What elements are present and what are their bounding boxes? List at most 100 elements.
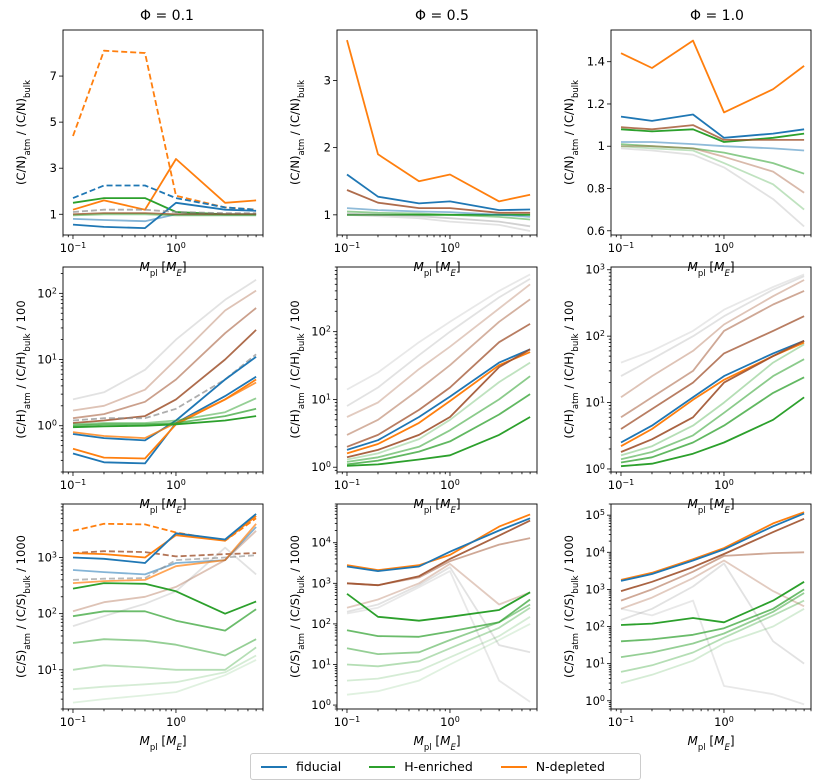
y-tick-label: 3 [50,161,57,175]
panel-1-0: 10−1 100 Mpl [ME] 100 101 102 (C/H)atm / (C/H)… [14,266,264,516]
y-tick-label: 101 [37,352,57,367]
series-line-mixed [620,559,805,610]
y-tick-label: 102 [37,606,57,621]
series-line-n-depleted [620,511,805,581]
series-line-h-enriched [620,376,805,464]
series-line-h-enriched [346,616,531,682]
axes-frame [62,503,264,710]
y-tick-label: 103 [585,582,605,597]
y-axis-label: (C/N)atm / (C/N)bulk [288,80,307,185]
series-line-grey [346,273,531,391]
series-line-mixed [620,551,805,602]
y-axis-label: (C/N)atm / (C/N)bulk [562,80,581,185]
series-line-h-enriched [620,592,805,658]
series-line-mixed [620,517,805,592]
series-line-fiducial [346,348,531,451]
y-tick-label: 103 [311,576,331,591]
y-tick-label: 101 [585,656,605,671]
y-tick-label: 101 [585,395,605,410]
series-line-mixed [72,212,257,216]
series-line-mixed [346,283,531,418]
legend-entry-n-depleted: N-depleted [500,759,605,774]
series-line-h-enriched [346,591,531,622]
series-group [620,511,805,706]
series-line-mixed [346,189,531,214]
y-axis-label: (C/H)atm / (C/H)bulk / 100 [288,300,307,438]
x-tick-label: 100 [714,715,734,730]
series-line-h-enriched [346,623,531,696]
x-tick-label: 10−1 [60,478,86,493]
x-tick-label: 10−1 [334,715,360,730]
y-tick-label: 100 [311,698,331,713]
series-line-fiducial [620,512,805,582]
series-line-h-enriched [620,396,805,468]
y-axis-label: (C/S)atm / (C/S)bulk / 1000 [14,535,33,678]
series-line-h-enriched [620,608,805,684]
series-line-grey [72,554,257,581]
series-line-grey [620,275,805,377]
series-line-h-enriched [72,397,257,426]
series-group [346,39,531,232]
y-tick-label: 102 [585,329,605,344]
series-line-grey [620,273,805,364]
series-line-n-depleted [72,381,257,440]
y-tick-label: 0.8 [587,182,605,196]
y-tick-label: 101 [311,657,331,672]
x-axis-label: Mpl [ME] [413,734,460,752]
series-line-fiducial [346,207,531,218]
y-tick-label: 102 [311,324,331,339]
legend-label: H-enriched [404,759,473,774]
series-line-n-depleted [72,515,257,559]
y-tick-label: 7 [50,69,57,83]
series-line-h-enriched [620,358,805,461]
series-line-h-enriched [620,588,805,643]
x-tick-label: 100 [714,478,734,493]
series-line-mixed [620,124,805,141]
panel-0-2: 10−1 100 Mpl [ME] 0.6 0.8 1 1.2 1.4 (C/N)atm / (… [562,29,812,279]
y-tick-label: 104 [311,535,331,550]
series-line-h-enriched [72,213,257,217]
series-line-n-depleted [620,39,805,114]
series-line-n-depleted [72,523,257,584]
column-title: Φ = 0.1 [140,8,194,24]
x-tick-label: 100 [714,241,734,256]
panel-0-0: 10−1 100 Mpl [ME] 1 3 5 7 (C/N)atm / (C/N)bulk [14,29,264,279]
x-axis-label: Mpl [ME] [687,734,734,752]
legend: fiducial H-enriched N-depleted [250,753,641,780]
series-line-mixed [346,348,531,459]
series-line-grey [620,599,805,706]
series-line-n-depleted [72,49,257,211]
axes-frame [336,266,538,473]
series-line-h-enriched [346,210,531,221]
series-line-h-enriched [72,608,257,632]
series-line-fiducial [72,375,257,465]
series-group [620,39,805,228]
x-axis-label: Mpl [ME] [413,260,460,279]
series-line-h-enriched [620,343,805,457]
series-line-mixed [346,537,531,587]
x-tick-label: 10−1 [334,241,360,256]
series-line-h-enriched [346,416,531,467]
series-line-grey [72,208,257,215]
x-tick-label: 100 [440,241,460,256]
axes-frame [610,29,812,236]
y-tick-label: 0.6 [587,224,605,238]
series-line-h-enriched [72,582,257,615]
y-tick-label: 102 [585,619,605,634]
y-tick-label: 101 [311,392,331,407]
series-line-h-enriched [72,659,257,704]
y-tick-label: 2 [324,141,331,155]
series-line-n-depleted [346,351,531,455]
y-tick-label: 100 [37,418,57,433]
x-tick-label: 100 [166,241,186,256]
series-line-h-enriched [346,393,531,466]
axes-frame [610,266,812,473]
series-line-mixed [346,563,531,609]
series-line-h-enriched [620,581,805,626]
y-tick-label: 100 [585,461,605,476]
series-group [346,273,531,467]
